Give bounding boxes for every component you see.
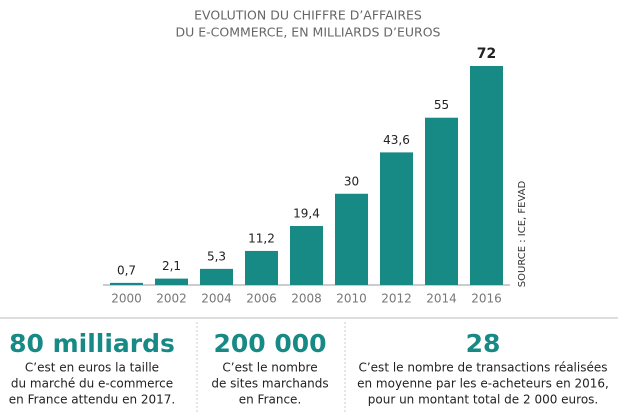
- value-label: 30: [344, 174, 359, 188]
- x-tick-label: 2010: [336, 292, 367, 306]
- stat-figure: 28: [466, 329, 501, 358]
- value-label: 2,1: [162, 259, 181, 273]
- bar: [425, 117, 458, 285]
- value-label: 43,6: [383, 133, 410, 147]
- x-tick-label: 2008: [291, 292, 322, 306]
- stat-text: en France attendu en 2017.: [9, 393, 175, 407]
- x-tick-label: 2002: [156, 292, 187, 306]
- source: SOURCE : ICE, FEVAD: [517, 180, 528, 287]
- x-tick-label: 2016: [471, 292, 502, 306]
- x-tick-label: 2004: [201, 292, 232, 306]
- x-tick-label: 2006: [246, 292, 277, 306]
- bar: [290, 225, 323, 285]
- stat-text: C’est le nombre de transactions réalisée…: [358, 361, 607, 375]
- stat-figure: 200 000: [213, 329, 326, 358]
- bar: [200, 268, 233, 285]
- stat-figure: 80 milliards: [9, 329, 175, 358]
- stat-text: C’est en euros la taille: [25, 361, 159, 375]
- value-label: 5,3: [207, 249, 226, 263]
- stat-text: du marché du e-commerce: [11, 377, 173, 391]
- bar: [335, 193, 368, 285]
- x-tick-label: 2014: [426, 292, 457, 306]
- value-label: 11,2: [248, 231, 275, 245]
- x-tick-label: 2012: [381, 292, 412, 306]
- stat-text: C’est le nombre: [222, 361, 317, 375]
- value-label: 72: [477, 46, 496, 62]
- bar: [110, 282, 143, 285]
- stat-text: pour un montant total de 2 000 euros.: [368, 393, 598, 407]
- stat-text: de sites marchands: [211, 377, 328, 391]
- bar: [155, 278, 188, 285]
- stat-text: en France.: [239, 393, 302, 407]
- x-tick-label: 2000: [111, 292, 142, 306]
- value-label: 19,4: [293, 206, 320, 220]
- stat-text: en moyenne par les e-acheteurs en 2016,: [357, 377, 609, 391]
- bar: [245, 250, 278, 285]
- chart-title: EVOLUTION DU CHIFFRE D’AFFAIRES: [194, 8, 422, 23]
- chart-title: DU E-COMMERCE, EN MILLIARDS D’EUROS: [175, 25, 440, 40]
- bar: [380, 152, 413, 285]
- value-label: 55: [434, 98, 449, 112]
- bar: [470, 66, 503, 285]
- value-label: 0,7: [117, 263, 136, 277]
